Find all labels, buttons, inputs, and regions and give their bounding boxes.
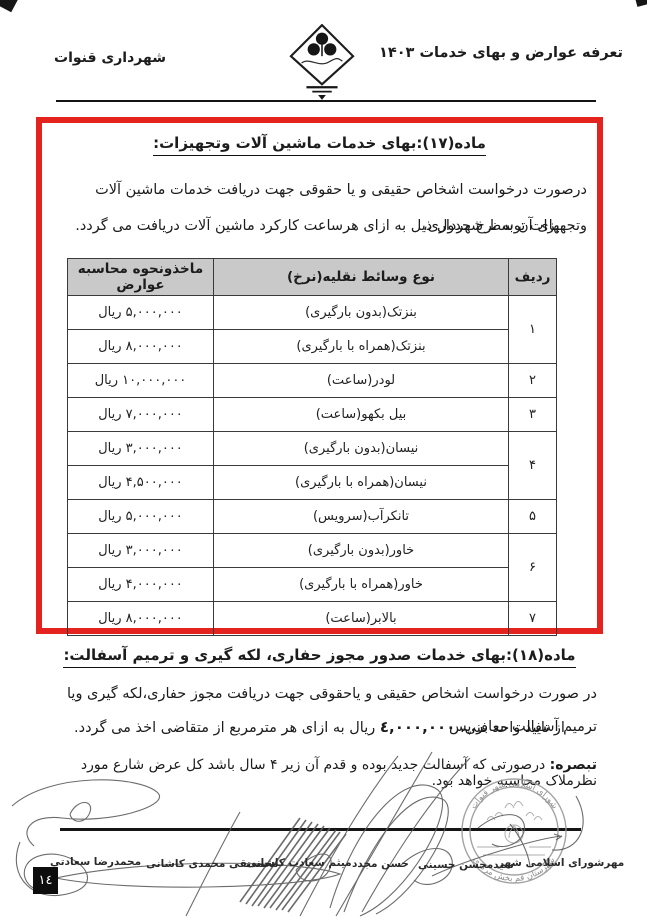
signatory-name: میثم سعادت کاشانی xyxy=(246,857,352,869)
fee-amount: ٤,٠٠٠,٠٠٠ xyxy=(379,718,456,736)
page-number-badge: ١٤ xyxy=(33,867,58,894)
row-number: ۷ xyxy=(508,601,557,636)
article17-heading: ماده(۱۷):بهای خدمات ماشین آلات وتجهیزات: xyxy=(153,134,486,156)
paragraph-line: در صورت درخواست اشخاص حقیقی و یاحقوقی جه… xyxy=(66,686,597,735)
table-row: ۴ نیسان(بدون بارگیری) ۳,۰۰۰,۰۰۰ ریال xyxy=(67,431,557,500)
fee-cell: ۷,۰۰۰,۰۰۰ ریال xyxy=(67,397,214,432)
table-header-row: ردیف نوع وسائط نقلیه(نرخ) ماخذونحوه محاس… xyxy=(67,258,557,296)
vehicle-cell: بنزتک(همراه با بارگیری) xyxy=(213,329,509,364)
table-row: ۶ خاور(بدون بارگیری) ۳,۰۰۰,۰۰۰ ریال xyxy=(67,533,557,602)
document-title: تعرفه عوارض و بهای خدمات ۱۴۰۳ xyxy=(379,45,623,61)
row-number: ۵ xyxy=(508,499,557,534)
table-row: ۷ بالابر(ساعت) ۸,۰۰۰,۰۰۰ ریال xyxy=(67,601,557,636)
row-number: ۴ xyxy=(508,431,557,500)
council-stamp: شورای اسلامی شهر قنوات شهرستان قم بخش مر… xyxy=(447,768,582,907)
fee-cell: ۳,۰۰۰,۰۰۰ ریال xyxy=(67,431,214,466)
signatory-name: حسن مجدد xyxy=(352,858,409,870)
signatory-name: محمدرضا سعادتی xyxy=(50,856,142,868)
article18-paragraph: در صورت درخواست اشخاص حقیقی و یاحقوقی جه… xyxy=(36,678,603,744)
table-row: ۵ تانکرآب(سرویس) ۵,۰۰۰,۰۰۰ ریال xyxy=(67,499,557,534)
header-divider xyxy=(56,100,596,102)
municipality-logo-icon xyxy=(288,23,356,104)
scan-smudge xyxy=(635,0,647,7)
row-number: ۱ xyxy=(508,295,557,364)
row-number: ۳ xyxy=(508,397,557,432)
fee-cell: ۸,۰۰۰,۰۰۰ ریال xyxy=(67,601,214,636)
fee-cell: ۴,۰۰۰,۰۰۰ ریال xyxy=(67,567,214,602)
fee-cell: ۵,۰۰۰,۰۰۰ ریال xyxy=(67,295,214,330)
stamp-text-top: شورای اسلامی شهر قنوات xyxy=(469,779,560,811)
fee-cell: ۵,۰۰۰,۰۰۰ ریال xyxy=(67,499,214,534)
column-header-vehicle: نوع وسائط نقلیه(نرخ) xyxy=(213,258,509,296)
vehicle-cell: نیسان(همراه با بارگیری) xyxy=(213,465,509,500)
fee-cell: ۱۰,۰۰۰,۰۰۰ ریال xyxy=(67,363,214,398)
vehicle-cell: نیسان(بدون بارگیری) xyxy=(213,431,509,466)
article17-highlight-box: ماده(۱۷):بهای خدمات ماشین آلات وتجهیزات:… xyxy=(36,117,603,636)
vehicle-cell: بنزتک(بدون بارگیری) xyxy=(213,295,509,330)
vehicle-cell: تانکرآب(سرویس) xyxy=(213,499,509,534)
article18-heading: ماده(۱۸):بهای خدمات صدور مجوز حفاری، لکه… xyxy=(63,646,576,668)
vehicle-cell: بیل بکهو(ساعت) xyxy=(213,397,509,432)
paragraph-text: از تایید واحد فنی، xyxy=(455,720,565,736)
vehicle-cell: بالابر(ساعت) xyxy=(213,601,509,636)
fee-cell: ۳,۰۰۰,۰۰۰ ریال xyxy=(67,533,214,568)
table-row: بنزتک(همراه با بارگیری) ۸,۰۰۰,۰۰۰ ریال xyxy=(67,329,557,364)
paragraph-line: درصورت درخواست اشخاص حقیقی و یا حقوقی جه… xyxy=(95,182,587,234)
signatory-name: سیدمحسن حسینی xyxy=(418,859,514,871)
signatory-name: محمدتقی محمدی کاشانی xyxy=(146,858,279,870)
fee-cell: ۸,۰۰۰,۰۰۰ ریال xyxy=(67,329,214,364)
table-row: ۳ بیل بکهو(ساعت) ۷,۰۰۰,۰۰۰ ریال xyxy=(67,397,557,432)
municipality-name: شهرداری قنوات xyxy=(54,50,166,66)
table-row: خاور(همراه با بارگیری) ۴,۰۰۰,۰۰۰ ریال xyxy=(67,567,557,602)
row-number: ۶ xyxy=(508,533,557,602)
paragraph-line: بهای آن به نرخ جدول ذیل به ازای هرساعت ک… xyxy=(75,218,564,234)
table-row: ۱ بنزتک(بدون بارگیری) ۵,۰۰۰,۰۰۰ ریال xyxy=(67,295,557,364)
scan-smudge xyxy=(0,0,19,13)
article17-paragraph: درصورت درخواست اشخاص حقیقی و یا حقوقی جه… xyxy=(42,172,597,244)
table-row: نیسان(همراه با بارگیری) ۴,۵۰۰,۰۰۰ ریال xyxy=(67,465,557,500)
article18-section: ماده(۱۸):بهای خدمات صدور مجوز حفاری، لکه… xyxy=(36,645,603,744)
fee-cell: ۴,۵۰۰,۰۰۰ ریال xyxy=(67,465,214,500)
vehicle-cell: خاور(همراه با بارگیری) xyxy=(213,567,509,602)
row-number: ۲ xyxy=(508,363,557,398)
column-header-row-no: ردیف xyxy=(508,258,557,296)
paragraph-text: ریال به ازای هر مترمربع از متقاضی اخذ می… xyxy=(74,720,380,736)
paragraph-line: از تایید واحد فنی، ٤,٠٠٠,٠٠٠ ریال به ازا… xyxy=(36,711,603,744)
signatory-name: مهرشورای اسلامی شهر xyxy=(498,857,625,869)
machinery-fees-table: ردیف نوع وسائط نقلیه(نرخ) ماخذونحوه محاس… xyxy=(67,258,557,636)
table-row: ۲ لودر(ساعت) ۱۰,۰۰۰,۰۰۰ ریال xyxy=(67,363,557,398)
vehicle-cell: خاور(بدون بارگیری) xyxy=(213,533,509,568)
note-label: تبصره: xyxy=(549,757,597,773)
vehicle-cell: لودر(ساعت) xyxy=(213,363,509,398)
column-header-fee: ماخذونحوه محاسبه عوارض xyxy=(67,258,214,296)
